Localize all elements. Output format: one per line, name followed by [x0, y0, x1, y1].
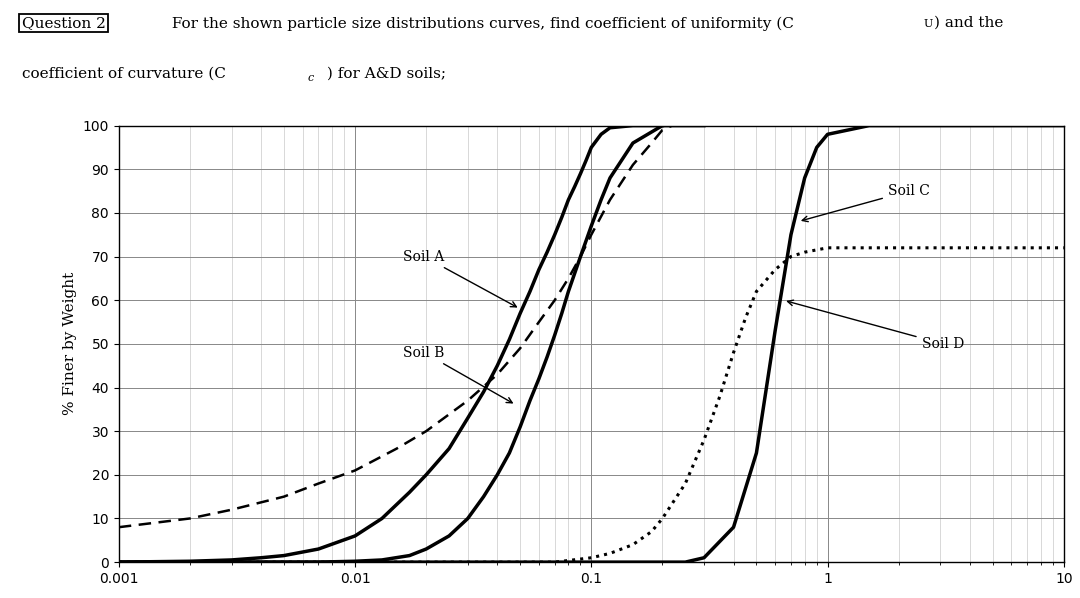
- Text: Question 2: Question 2: [22, 16, 106, 30]
- Text: coefficient of curvature (C: coefficient of curvature (C: [22, 67, 226, 81]
- Text: Soil B: Soil B: [403, 346, 512, 403]
- Text: U: U: [923, 19, 933, 29]
- Text: Soil C: Soil C: [802, 184, 930, 222]
- Text: c: c: [308, 73, 314, 83]
- Text: ) for A&D soils;: ) for A&D soils;: [322, 67, 446, 81]
- Text: Soil D: Soil D: [787, 300, 963, 351]
- Text: For the shown particle size distributions curves, find coefficient of uniformity: For the shown particle size distribution…: [167, 16, 794, 30]
- Y-axis label: % Finer by Weight: % Finer by Weight: [63, 272, 77, 416]
- Text: ) and the: ) and the: [934, 16, 1003, 30]
- Text: Soil A: Soil A: [403, 249, 516, 307]
